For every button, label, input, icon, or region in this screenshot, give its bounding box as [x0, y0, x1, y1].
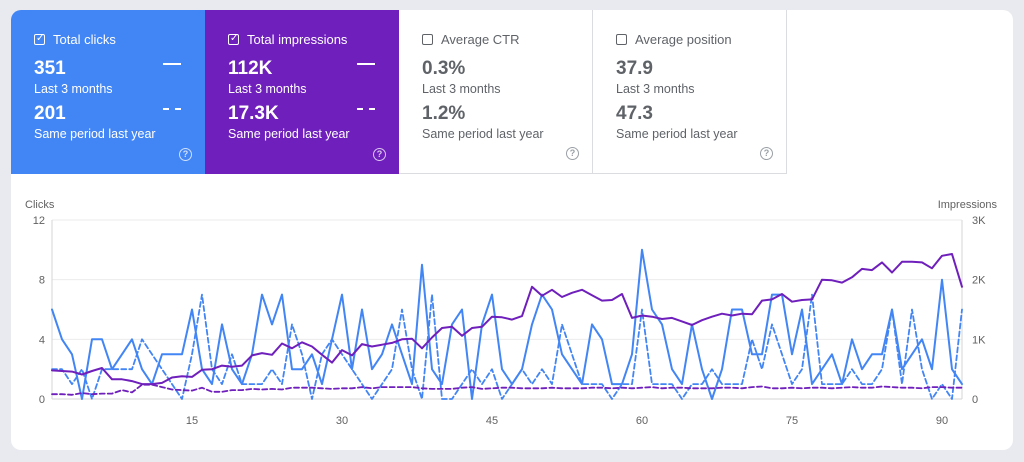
metric-tile-total-impressions[interactable]: ✓ Total impressions 112K Last 3 months 1…: [205, 10, 399, 174]
help-icon[interactable]: ?: [179, 148, 192, 161]
help-icon[interactable]: ?: [760, 147, 773, 160]
performance-chart: 0 4 8 12 0 1K 2K 3K 15 30 45 60 75 90 Clicks Impression…: [25, 199, 998, 427]
y2-tick-label: 2K: [972, 275, 986, 287]
metric-value: 37.9: [616, 58, 653, 79]
checkbox-icon[interactable]: ✓: [34, 32, 45, 45]
x-tick-label: 60: [636, 415, 648, 427]
metric-period: Last 3 months: [34, 82, 113, 96]
metric-prev-value: 201: [34, 103, 66, 124]
x-tick-label: 45: [486, 415, 498, 427]
legend-solid-line-icon: [163, 63, 181, 65]
metric-tile-average-position[interactable]: Average position 37.9 Last 3 months 47.3…: [593, 10, 787, 174]
checkmark-icon: ✓: [36, 32, 45, 44]
series-line-impressions-dashed: [51, 383, 963, 396]
metric-header: ✓ Total impressions: [228, 30, 399, 48]
y-tick-label: 8: [39, 275, 45, 287]
metric-period: Last 3 months: [616, 82, 695, 96]
metric-header: Average CTR: [422, 30, 592, 48]
metric-prev-period: Same period last year: [228, 127, 350, 141]
metric-tiles: ✓ Total clicks 351 Last 3 months 201 Sam…: [11, 10, 787, 174]
legend-solid-line-icon: [357, 63, 375, 65]
x-tick-label: 75: [786, 415, 798, 427]
y-tick-label: 0: [39, 394, 45, 406]
metric-prev-period: Same period last year: [422, 127, 544, 141]
x-tick-label: 90: [936, 415, 948, 427]
y2-tick-label: 3K: [972, 215, 986, 227]
metric-label: Total impressions: [247, 31, 348, 47]
help-icon[interactable]: ?: [566, 147, 579, 160]
y-tick-label: 4: [39, 334, 45, 346]
x-tick-label: 15: [186, 415, 198, 427]
legend-dashed-line-icon: [163, 108, 181, 110]
metric-tile-average-ctr[interactable]: Average CTR 0.3% Last 3 months 1.2% Same…: [399, 10, 593, 174]
metric-value: 351: [34, 58, 66, 79]
checkbox-icon[interactable]: ✓: [228, 32, 239, 45]
metric-label: Average CTR: [441, 31, 520, 47]
series-line-clicks-dashed: [51, 293, 963, 400]
metric-label: Average position: [635, 31, 732, 47]
metric-tile-total-clicks[interactable]: ✓ Total clicks 351 Last 3 months 201 Sam…: [11, 10, 205, 174]
metric-value: 0.3%: [422, 58, 466, 79]
metric-header: ✓ Total clicks: [34, 30, 205, 48]
y2-tick-label: 1K: [972, 334, 986, 346]
checkbox-icon[interactable]: [616, 33, 627, 45]
metric-prev-period: Same period last year: [34, 127, 156, 141]
metric-prev-value: 1.2%: [422, 103, 466, 124]
metric-prev-period: Same period last year: [616, 127, 738, 141]
metric-value: 112K: [228, 58, 273, 79]
y2-tick-label: 0: [972, 394, 978, 406]
metric-label: Total clicks: [53, 31, 116, 47]
performance-card: 0 4 8 12 0 1K 2K 3K 15 30 45 60 75 90 Clicks Impression…: [11, 10, 1013, 450]
help-icon[interactable]: ?: [373, 148, 386, 161]
y-tick-label: 12: [33, 215, 45, 227]
metric-period: Last 3 months: [422, 82, 501, 96]
x-tick-label: 30: [336, 415, 348, 427]
checkmark-icon: ✓: [230, 32, 239, 44]
checkbox-icon[interactable]: [422, 33, 433, 45]
series-line-impressions-solid: [51, 253, 963, 386]
metric-prev-value: 47.3: [616, 103, 653, 124]
y2-axis-title: Impressions: [938, 199, 998, 211]
metric-prev-value: 17.3K: [228, 103, 279, 124]
metric-header: Average position: [616, 30, 786, 48]
series-line-clicks-solid: [51, 248, 963, 400]
metric-period: Last 3 months: [228, 82, 307, 96]
y-axis-title: Clicks: [25, 199, 55, 211]
legend-dashed-line-icon: [357, 108, 375, 110]
